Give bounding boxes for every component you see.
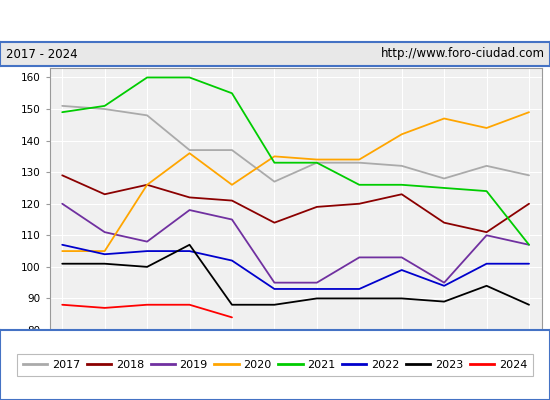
Legend: 2017, 2018, 2019, 2020, 2021, 2022, 2023, 2024: 2017, 2018, 2019, 2020, 2021, 2022, 2023… bbox=[18, 354, 532, 376]
Text: http://www.foro-ciudad.com: http://www.foro-ciudad.com bbox=[381, 48, 544, 60]
Text: Evolucion del paro registrado en Santa Coloma de Queralt: Evolucion del paro registrado en Santa C… bbox=[73, 14, 477, 28]
Text: 2017 - 2024: 2017 - 2024 bbox=[6, 48, 77, 60]
